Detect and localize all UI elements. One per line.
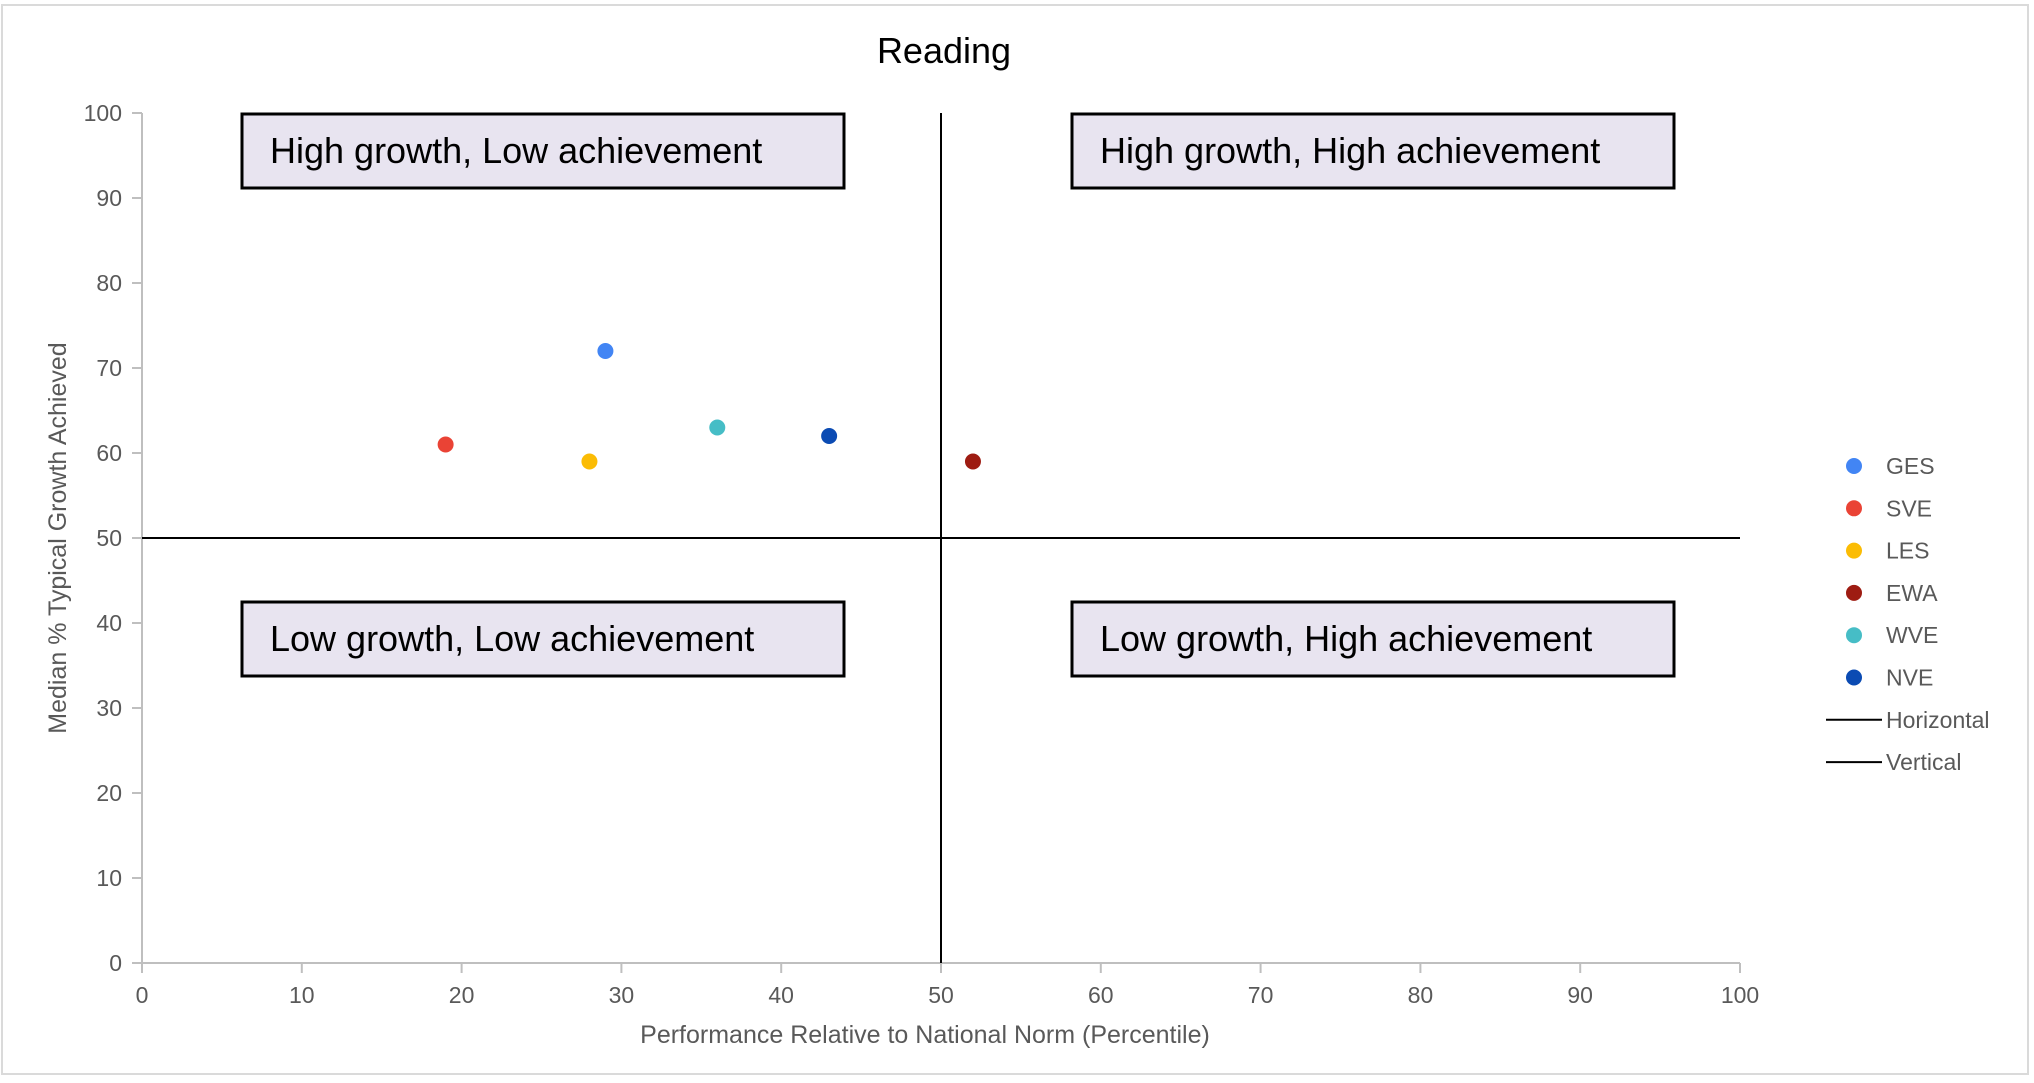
legend-marker-nve: [1846, 669, 1862, 686]
data-point-nve: [821, 428, 838, 444]
x-tick-label: 0: [136, 982, 149, 1008]
x-tick-label: 20: [449, 982, 475, 1008]
annotation-text: Low growth, Low achievement: [270, 618, 754, 659]
x-tick-label: 40: [768, 982, 794, 1008]
y-tick-label: 30: [96, 695, 122, 721]
y-tick-label: 100: [84, 100, 122, 126]
y-tick-label: 60: [96, 440, 122, 466]
y-tick-label: 90: [96, 185, 122, 211]
annotation-text: High growth, Low achievement: [270, 130, 762, 171]
x-tick-label: 50: [928, 982, 954, 1008]
y-tick-label: 80: [96, 270, 122, 296]
legend-marker-les: [1846, 542, 1862, 559]
annotation-text: High growth, High achievement: [1100, 130, 1600, 171]
data-point-wve: [709, 419, 726, 436]
legend-marker-ges: [1846, 458, 1862, 474]
x-tick-label: 90: [1567, 982, 1593, 1008]
x-tick-label: 10: [289, 982, 315, 1008]
y-tick-label: 20: [96, 780, 122, 806]
y-tick-label: 0: [109, 950, 122, 976]
data-point-ges: [597, 343, 614, 359]
legend-marker-ewa: [1846, 584, 1862, 601]
legend: GES SVE LES EWA WVE NVE Horizontal Vertical: [1826, 453, 1990, 775]
annotation-top-left: High growth, Low achievement: [240, 112, 846, 190]
y-tick-label: 50: [96, 525, 122, 551]
chart-title: Reading: [877, 30, 1011, 71]
annotation-bottom-left: Low growth, Low achievement: [240, 600, 846, 678]
x-tick-label: 70: [1248, 982, 1274, 1008]
x-tick-label: 60: [1088, 982, 1114, 1008]
legend-label: WVE: [1886, 622, 1938, 648]
annotation-bottom-right: Low growth, High achievement: [1070, 600, 1676, 678]
legend-label: EWA: [1886, 580, 1938, 606]
annotation-box: [240, 600, 846, 678]
legend-label: Horizontal: [1886, 707, 1990, 733]
data-point-ewa: [964, 453, 981, 470]
y-axis-label: Median % Typical Growth Achieved: [44, 342, 72, 733]
legend-label: GES: [1886, 453, 1935, 479]
y-tick-label: 70: [96, 355, 122, 381]
y-tick-label: 40: [96, 610, 122, 636]
chart-border: [1, 4, 2029, 1075]
annotation-top-right: High growth, High achievement: [1070, 112, 1676, 190]
legend-marker-wve: [1846, 627, 1862, 644]
x-axis-label: Performance Relative to National Norm (P…: [640, 1021, 1210, 1049]
annotation-box: [1070, 600, 1676, 678]
annotation-box: [1070, 112, 1676, 190]
legend-label: NVE: [1886, 665, 1933, 691]
x-tick-label: 80: [1408, 982, 1434, 1008]
x-tick-label: 100: [1721, 982, 1759, 1008]
legend-label: LES: [1886, 538, 1929, 564]
annotation-text: Low growth, High achievement: [1100, 618, 1592, 659]
annotation-box: [240, 112, 846, 190]
legend-label: Vertical: [1886, 749, 1961, 775]
x-tick-label: 30: [609, 982, 635, 1008]
legend-marker-sve: [1846, 500, 1862, 517]
legend-label: SVE: [1886, 495, 1932, 521]
data-point-sve: [437, 436, 454, 453]
data-point-les: [581, 453, 598, 470]
y-tick-label: 10: [96, 865, 122, 891]
